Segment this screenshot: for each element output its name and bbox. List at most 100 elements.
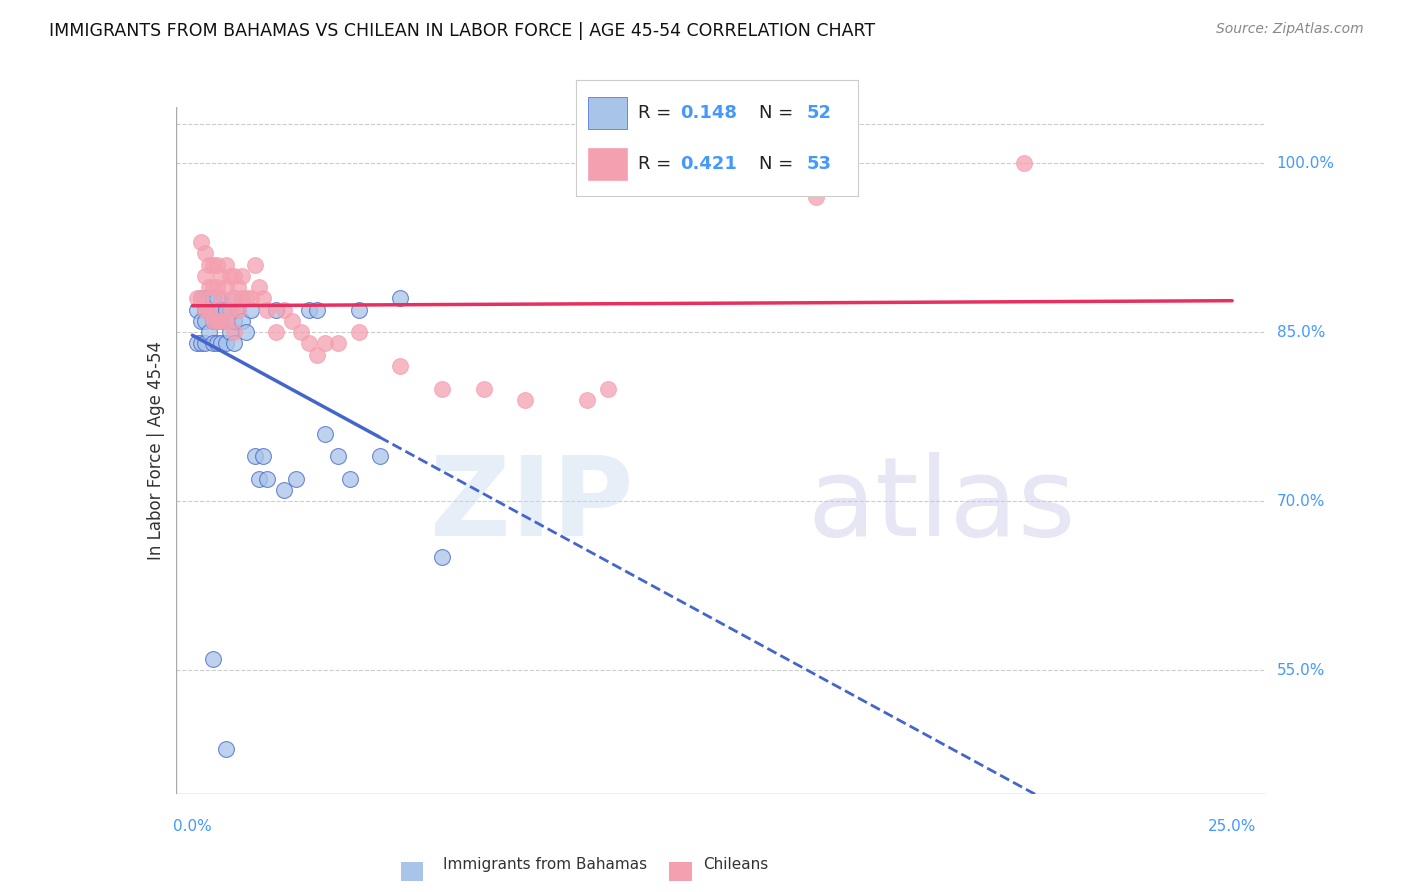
Point <box>239 302 262 317</box>
Point <box>186 292 208 306</box>
Point <box>194 302 217 317</box>
Point <box>226 280 249 294</box>
Point <box>202 258 225 272</box>
Point <box>202 652 225 666</box>
Text: Chileans: Chileans <box>703 857 768 872</box>
Point <box>389 359 412 373</box>
Point <box>273 302 295 317</box>
Point <box>198 325 221 339</box>
Text: IMMIGRANTS FROM BAHAMAS VS CHILEAN IN LABOR FORCE | AGE 45-54 CORRELATION CHART: IMMIGRANTS FROM BAHAMAS VS CHILEAN IN LA… <box>49 22 876 40</box>
Point <box>222 268 245 283</box>
Point <box>190 292 212 306</box>
Point <box>211 292 233 306</box>
Point <box>252 449 274 463</box>
Point <box>190 314 212 328</box>
Point <box>198 258 221 272</box>
Text: 85.0%: 85.0% <box>1277 325 1324 340</box>
Text: R =: R = <box>638 103 678 121</box>
Point <box>218 302 240 317</box>
Point <box>198 302 221 317</box>
Point <box>207 258 229 272</box>
Text: Immigrants from Bahamas: Immigrants from Bahamas <box>443 857 647 872</box>
Text: atlas: atlas <box>807 452 1076 559</box>
Point <box>186 302 208 317</box>
Text: 53: 53 <box>807 155 832 173</box>
Point <box>214 314 236 328</box>
Point <box>214 314 236 328</box>
Point <box>326 336 349 351</box>
Point <box>264 302 287 317</box>
Point <box>207 314 229 328</box>
Point <box>222 314 245 328</box>
Point <box>214 742 236 756</box>
Point <box>243 258 266 272</box>
Point <box>194 302 217 317</box>
Point <box>202 314 225 328</box>
Point <box>214 302 236 317</box>
Point <box>190 235 212 249</box>
Point <box>190 292 212 306</box>
Point <box>307 302 329 317</box>
Point <box>214 336 236 351</box>
Point <box>231 314 253 328</box>
Point <box>198 292 221 306</box>
Point <box>231 268 253 283</box>
Point <box>202 302 225 317</box>
Point <box>194 246 217 260</box>
Point <box>806 190 828 204</box>
Text: 55.0%: 55.0% <box>1277 663 1324 678</box>
Point <box>190 336 212 351</box>
Point <box>298 336 321 351</box>
Point <box>202 292 225 306</box>
Point <box>211 314 233 328</box>
Point <box>307 348 329 362</box>
Point <box>218 268 240 283</box>
Point <box>214 280 236 294</box>
Point <box>226 302 249 317</box>
Point <box>194 268 217 283</box>
Point <box>222 336 245 351</box>
Point <box>1012 156 1035 170</box>
Point <box>339 472 361 486</box>
Point <box>326 449 349 463</box>
Point <box>202 314 225 328</box>
Point <box>211 268 233 283</box>
Text: 25.0%: 25.0% <box>1208 819 1257 834</box>
Point <box>298 302 321 317</box>
Text: 0.421: 0.421 <box>681 155 737 173</box>
Point <box>256 302 278 317</box>
Point <box>211 314 233 328</box>
Point <box>207 280 229 294</box>
Text: ZIP: ZIP <box>430 452 633 559</box>
Point <box>513 392 536 407</box>
Point <box>194 314 217 328</box>
Point <box>256 472 278 486</box>
Text: R =: R = <box>638 155 678 173</box>
Text: 52: 52 <box>807 103 832 121</box>
Point <box>207 292 229 306</box>
Point <box>576 392 599 407</box>
Text: 0.0%: 0.0% <box>173 819 212 834</box>
Point <box>290 325 312 339</box>
Point <box>314 426 336 441</box>
Point <box>202 336 225 351</box>
Point <box>235 325 257 339</box>
Point <box>247 472 270 486</box>
Point <box>247 280 270 294</box>
Point <box>273 483 295 497</box>
Point <box>243 449 266 463</box>
Point <box>218 302 240 317</box>
Point <box>368 449 391 463</box>
Text: 100.0%: 100.0% <box>1277 156 1334 171</box>
Point <box>239 292 262 306</box>
Point <box>207 336 229 351</box>
Point <box>222 292 245 306</box>
Point <box>211 302 233 317</box>
Point <box>222 325 245 339</box>
Point <box>194 292 217 306</box>
Point <box>264 325 287 339</box>
Text: Source: ZipAtlas.com: Source: ZipAtlas.com <box>1216 22 1364 37</box>
Point <box>347 325 370 339</box>
Point <box>198 302 221 317</box>
Y-axis label: In Labor Force | Age 45-54: In Labor Force | Age 45-54 <box>146 341 165 560</box>
